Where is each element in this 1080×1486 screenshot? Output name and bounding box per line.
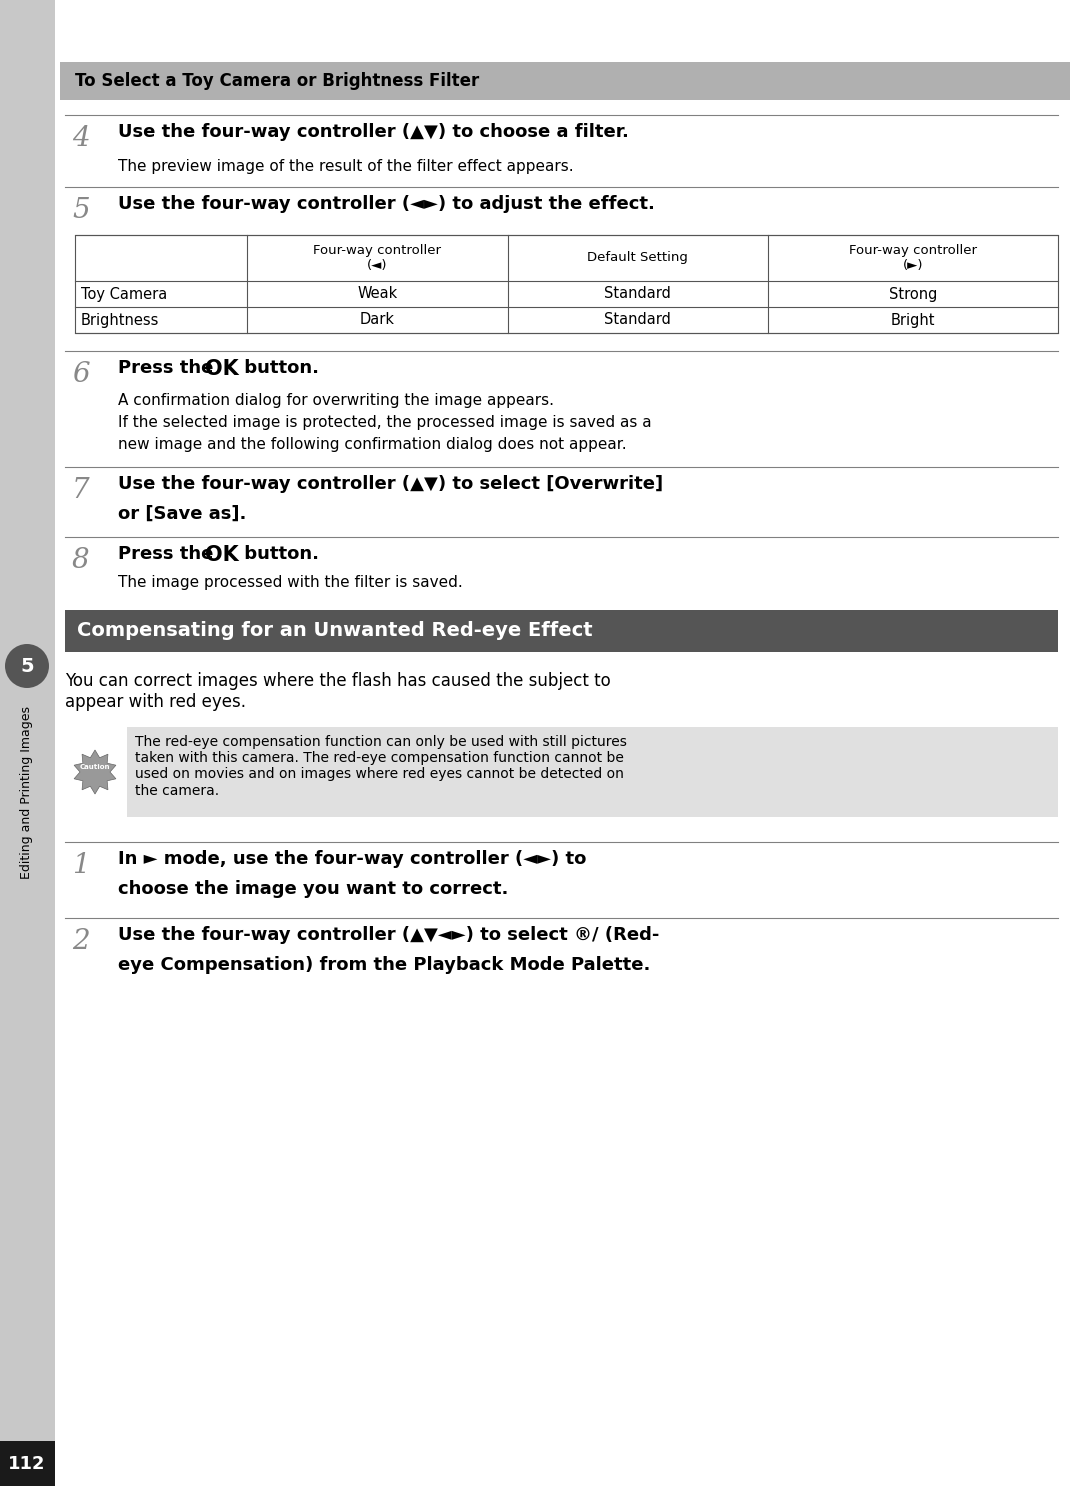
Text: Default Setting: Default Setting	[588, 251, 688, 265]
Text: Press the: Press the	[118, 545, 219, 563]
Bar	[75, 235, 1058, 333]
Text: The image processed with the filter is saved.: The image processed with the filter is s…	[118, 575, 462, 590]
Text: Dark: Dark	[360, 312, 395, 327]
Circle shape	[5, 643, 49, 688]
Text: Use the four-way controller (▲▼) to choose a filter.: Use the four-way controller (▲▼) to choo…	[118, 123, 629, 141]
Text: Weak: Weak	[357, 287, 397, 302]
Text: Four-way controller
(◄): Four-way controller (◄)	[313, 244, 442, 272]
Text: Editing and Printing Images: Editing and Printing Images	[21, 706, 33, 880]
Text: If the selected image is protected, the processed image is saved as a: If the selected image is protected, the …	[118, 415, 651, 429]
Text: Strong: Strong	[889, 287, 937, 302]
Text: OK: OK	[205, 360, 239, 379]
Text: Standard: Standard	[605, 287, 671, 302]
Text: 1: 1	[72, 851, 90, 880]
Polygon shape	[75, 750, 116, 794]
Text: or [Save as].: or [Save as].	[118, 505, 246, 523]
Text: Use the four-way controller (▲▼◄►) to select ®/ (Red-: Use the four-way controller (▲▼◄►) to se…	[118, 926, 660, 944]
Text: Press the: Press the	[118, 360, 219, 377]
Text: OK: OK	[205, 545, 239, 565]
Bar	[65, 609, 1058, 652]
Text: Compensating for an Unwanted Red-eye Effect: Compensating for an Unwanted Red-eye Eff…	[77, 621, 593, 640]
Text: 7: 7	[72, 477, 90, 504]
Text: 112: 112	[9, 1455, 45, 1473]
Bar	[0, 0, 55, 1486]
Text: The preview image of the result of the filter effect appears.: The preview image of the result of the f…	[118, 159, 573, 174]
Bar	[0, 1441, 55, 1486]
Text: 4: 4	[72, 125, 90, 152]
Text: Brightness: Brightness	[81, 312, 160, 327]
Text: new image and the following confirmation dialog does not appear.: new image and the following confirmation…	[118, 437, 626, 452]
Text: Four-way controller
(►): Four-way controller (►)	[849, 244, 977, 272]
Text: Use the four-way controller (▲▼) to select [Overwrite]: Use the four-way controller (▲▼) to sele…	[118, 476, 663, 493]
Text: You can correct images where the flash has caused the subject to
appear with red: You can correct images where the flash h…	[65, 672, 611, 710]
Text: 5: 5	[72, 198, 90, 224]
Text: Standard: Standard	[605, 312, 671, 327]
Text: Caution: Caution	[80, 764, 110, 770]
Text: The red-eye compensation function can only be used with still pictures
taken wit: The red-eye compensation function can on…	[135, 736, 626, 798]
Text: 2: 2	[72, 927, 90, 955]
Text: eye Compensation) from the Playback Mode Palette.: eye Compensation) from the Playback Mode…	[118, 955, 650, 973]
Bar	[60, 62, 1070, 100]
Text: To Select a Toy Camera or Brightness Filter: To Select a Toy Camera or Brightness Fil…	[75, 71, 480, 91]
Text: button.: button.	[238, 545, 319, 563]
Text: Bright: Bright	[891, 312, 935, 327]
Text: In ► mode, use the four-way controller (◄►) to: In ► mode, use the four-way controller (…	[118, 850, 586, 868]
Bar	[127, 727, 1058, 817]
Text: A confirmation dialog for overwriting the image appears.: A confirmation dialog for overwriting th…	[118, 392, 554, 409]
Text: 6: 6	[72, 361, 90, 388]
Text: 5: 5	[21, 657, 33, 676]
Text: Use the four-way controller (◄►) to adjust the effect.: Use the four-way controller (◄►) to adju…	[118, 195, 654, 212]
Text: button.: button.	[238, 360, 319, 377]
Text: choose the image you want to correct.: choose the image you want to correct.	[118, 880, 509, 898]
Text: 8: 8	[72, 547, 90, 574]
Text: Toy Camera: Toy Camera	[81, 287, 167, 302]
